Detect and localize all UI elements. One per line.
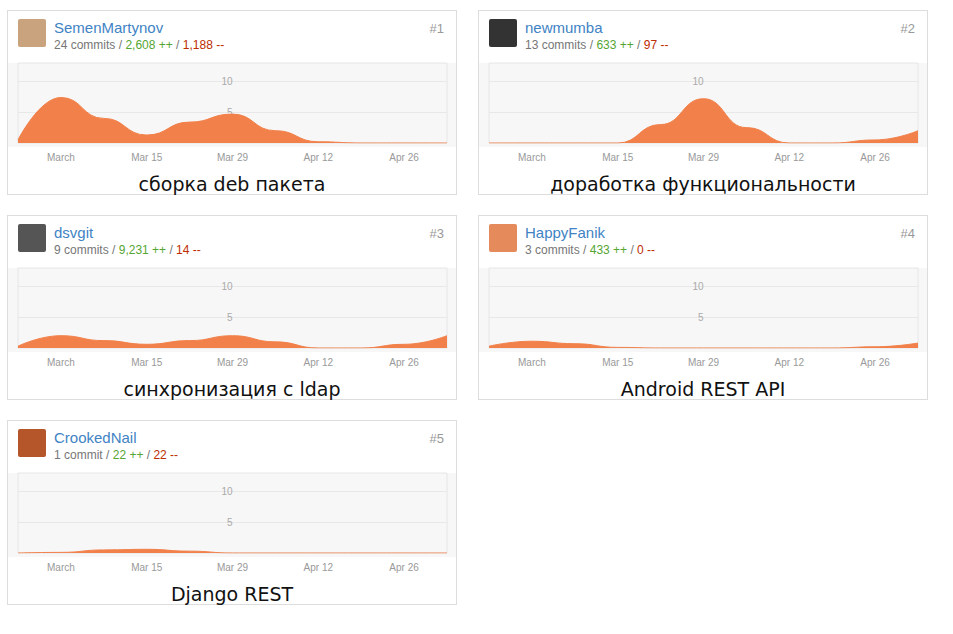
html-text:9 commits / 9,231 ++ / 14 --: 9 commits / 9,231 ++ / 14 -- [54, 243, 201, 257]
html-text:1 commit / 22 ++ / 22 --: 1 commit / 22 ++ / 22 -- [54, 448, 179, 462]
svg-text:Apr 12: Apr 12 [775, 152, 805, 163]
html-text:newmumba: newmumba [525, 19, 603, 36]
html-text:#2: #2 [900, 21, 915, 36]
svg-text:5: 5 [226, 106, 233, 118]
html-text:доработка функциональности: доработка функциональности [550, 173, 856, 195]
html-text:Django REST: Django REST [170, 583, 294, 605]
svg-text:March: March [47, 152, 75, 163]
svg-text:Mar 15: Mar 15 [131, 357, 163, 368]
svg-text:Apr 26: Apr 26 [860, 152, 890, 163]
svg-text:March: March [47, 562, 75, 573]
html-text:синхронизация с ldap: синхронизация с ldap [123, 378, 341, 400]
html-text:13 commits / 633 ++ / 97 --: 13 commits / 633 ++ / 97 -- [525, 38, 669, 52]
svg-text:Apr 26: Apr 26 [389, 152, 419, 163]
svg-text:10: 10 [221, 281, 233, 292]
svg-text:Apr 26: Apr 26 [389, 562, 419, 573]
svg-text:Mar 29: Mar 29 [217, 357, 249, 368]
html-text:#5: #5 [429, 431, 444, 446]
svg-text:Mar 15: Mar 15 [131, 562, 163, 573]
svg-text:Apr 12: Apr 12 [304, 152, 334, 163]
svg-text:5: 5 [227, 312, 233, 323]
svg-text:10: 10 [692, 281, 704, 292]
svg-text:Apr 12: Apr 12 [304, 357, 334, 368]
svg-text:Mar 15: Mar 15 [602, 152, 634, 163]
svg-text:Mar 29: Mar 29 [688, 357, 720, 368]
svg-text:Apr 12: Apr 12 [304, 562, 334, 573]
svg-text:Apr 26: Apr 26 [389, 357, 419, 368]
svg-text:5: 5 [698, 312, 704, 323]
svg-text:Apr 12: Apr 12 [775, 357, 805, 368]
html-text:HappyFanik: HappyFanik [525, 224, 605, 241]
svg-text:March: March [518, 152, 546, 163]
svg-text:5: 5 [227, 517, 233, 528]
svg-text:Mar 29: Mar 29 [217, 152, 249, 163]
svg-text:Apr 26: Apr 26 [860, 357, 890, 368]
svg-text:10: 10 [221, 76, 233, 87]
html-text:сборка deb пакета: сборка deb пакета [138, 173, 326, 195]
html-text:dsvgit: dsvgit [54, 224, 94, 241]
html-text:#1: #1 [429, 21, 444, 36]
html-text:Android REST API: Android REST API [620, 378, 786, 400]
html-text:#3: #3 [429, 226, 444, 241]
svg-text:March: March [47, 357, 75, 368]
html-text:CrookedNail: CrookedNail [54, 429, 137, 446]
html-text:3 commits / 433 ++ / 0 --: 3 commits / 433 ++ / 0 -- [525, 243, 656, 257]
svg-text:Mar 29: Mar 29 [217, 562, 249, 573]
svg-text:10: 10 [221, 486, 233, 497]
html-text:#4: #4 [900, 226, 915, 241]
svg-text:Mar 29: Mar 29 [688, 152, 720, 163]
svg-text:Mar 15: Mar 15 [602, 357, 634, 368]
svg-text:Mar 15: Mar 15 [131, 152, 163, 163]
svg-text:10: 10 [692, 76, 704, 87]
html-text:24 commits / 2,608 ++ / 1,188: 24 commits / 2,608 ++ / 1,188 -- [54, 38, 225, 52]
html-text:SemenMartynov: SemenMartynov [54, 19, 164, 36]
svg-text:March: March [518, 357, 546, 368]
